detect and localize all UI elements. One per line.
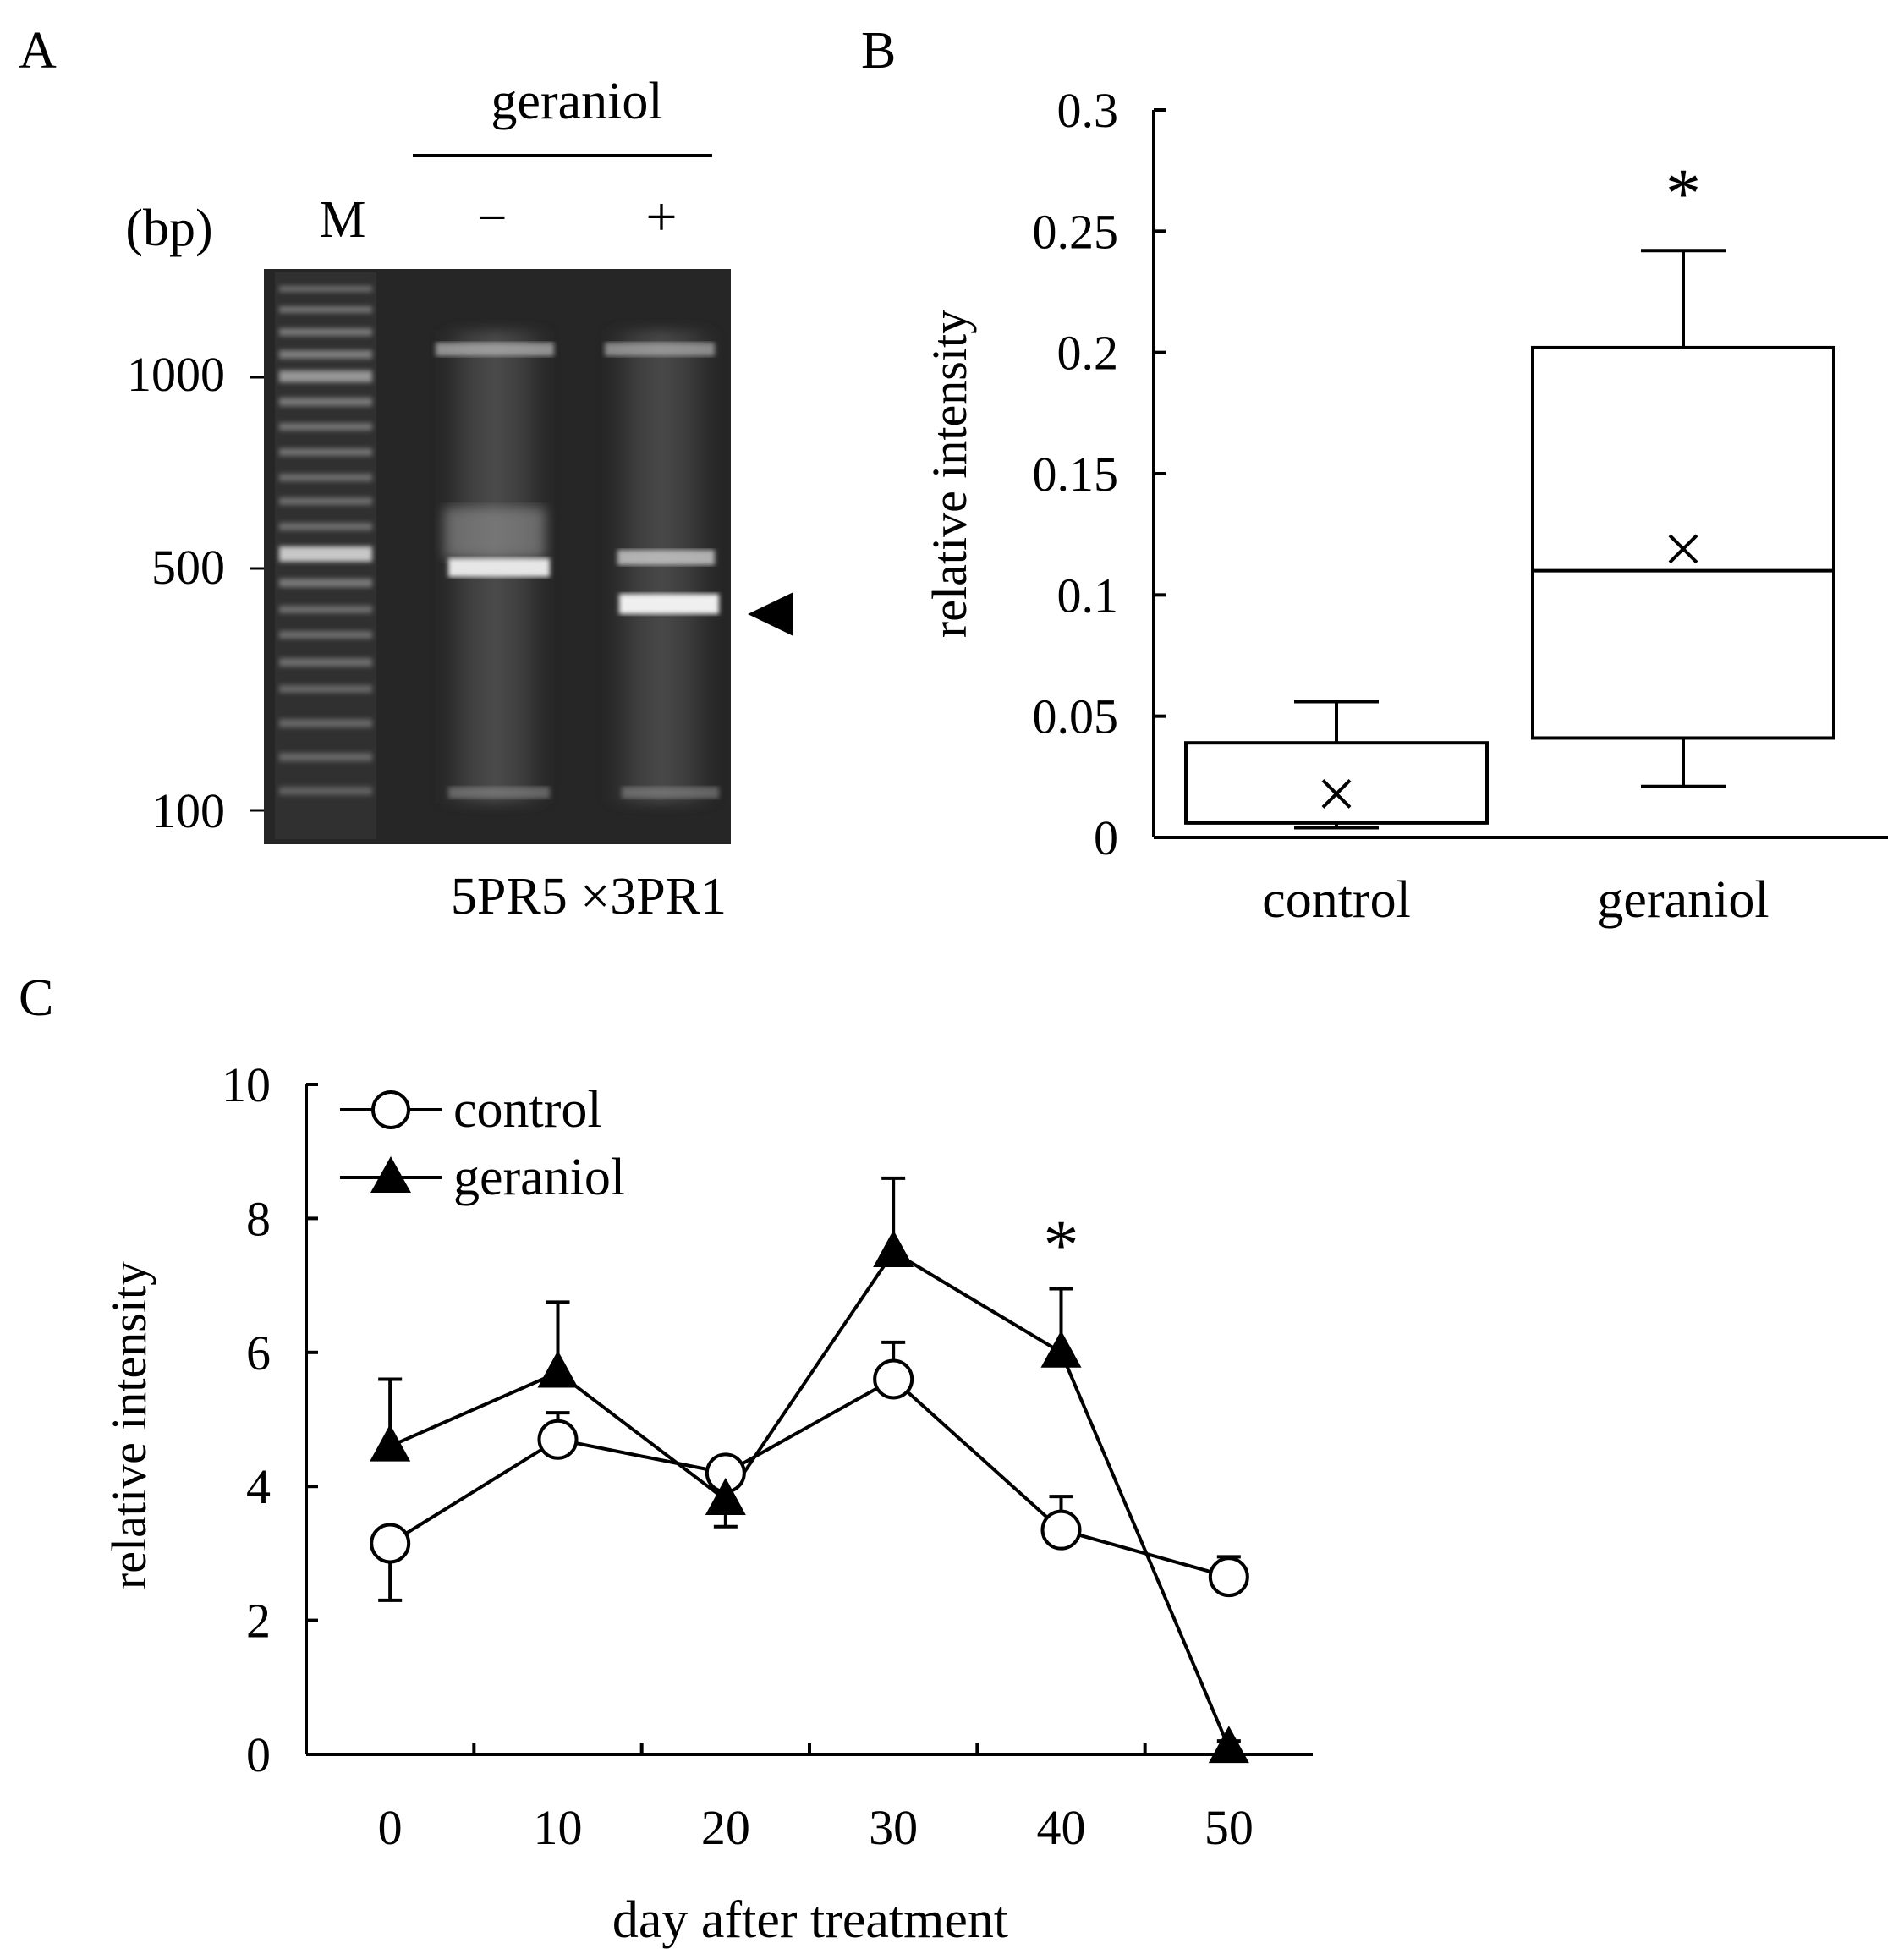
c-x-axis-label: day after treatment (612, 1891, 1008, 1949)
legend-control-marker (371, 1090, 410, 1129)
c-x-tick-labels: 0 10 20 30 40 50 (378, 1800, 1254, 1855)
point-geraniol (1208, 1726, 1249, 1764)
box-control (1184, 700, 1489, 830)
b-significance-asterisk: * (1665, 154, 1701, 233)
point-geraniol (370, 1424, 411, 1462)
c-ytick-4: 8 (246, 1191, 271, 1246)
point-geraniol (537, 1350, 579, 1388)
panel-a-label: A (19, 22, 57, 80)
series-control-line (389, 1377, 1230, 1579)
gel-image (264, 269, 731, 844)
b-y-axis-label: relative intensity (922, 310, 977, 638)
panel-c-label: C (19, 969, 53, 1027)
point-geraniol (873, 1230, 914, 1267)
c-xtick-0: 0 (378, 1800, 403, 1855)
b-ytick-0: 0 (1094, 810, 1118, 865)
legend-geraniol-marker (370, 1156, 411, 1193)
c-ytick-1: 2 (246, 1594, 271, 1649)
point-control (873, 1358, 914, 1400)
c-xtick-2: 20 (701, 1800, 750, 1855)
size-marker-1000: 1000 (127, 347, 225, 402)
box-mean-marker (1321, 778, 1352, 809)
b-category-control: control (1262, 871, 1411, 929)
point-geraniol (705, 1478, 746, 1516)
c-xtick-3: 30 (869, 1800, 918, 1855)
c-ytick-3: 6 (246, 1326, 271, 1380)
box-iqr-rect (1184, 741, 1489, 825)
point-control (1040, 1509, 1082, 1551)
box-geraniol (1531, 249, 1835, 788)
band-arrowhead-icon (748, 592, 793, 636)
size-marker-100: 100 (151, 783, 225, 838)
mean-x-stroke (1668, 534, 1698, 564)
b-axes (1152, 108, 1888, 839)
b-y-tick-labels: 0 0.05 0.1 0.15 0.2 0.25 0.3 (1033, 83, 1119, 865)
b-ytick-4: 0.2 (1057, 326, 1119, 381)
point-control (1208, 1556, 1249, 1598)
point-control (537, 1419, 579, 1460)
panel-b: B relative intensity 0 0.05 0.1 0.15 0.2… (861, 22, 1888, 929)
markers-geraniol (370, 1230, 1249, 1764)
c-axes (305, 1083, 1313, 1756)
gel-caption: 5PR5 ×3PR1 (451, 868, 727, 925)
legend-control-label: control (453, 1081, 602, 1139)
c-series (370, 1176, 1249, 1764)
marker-ladder-bands (279, 286, 372, 795)
b-ytick-2: 0.1 (1057, 568, 1119, 623)
c-xtick-4: 40 (1037, 1800, 1086, 1855)
series-geraniol (378, 1176, 1241, 1748)
c-ytick-2: 4 (246, 1459, 271, 1514)
b-boxes (1184, 249, 1835, 830)
lane-label-marker: M (319, 191, 365, 249)
c-y-tick-labels: 0 2 4 6 8 10 (222, 1057, 271, 1782)
lane-label-plus: + (645, 186, 677, 248)
b-category-geraniol: geraniol (1597, 871, 1769, 929)
point-geraniol (1040, 1330, 1082, 1368)
bp-unit-label: (bp) (125, 200, 212, 257)
b-ytick-5: 0.25 (1033, 204, 1119, 259)
markers-control (370, 1358, 1249, 1598)
point-control (370, 1523, 411, 1564)
c-ytick-5: 10 (222, 1057, 271, 1112)
b-ytick-1: 0.05 (1033, 689, 1119, 744)
size-marker-500: 500 (151, 540, 225, 595)
legend-geraniol-label: geraniol (453, 1149, 625, 1206)
panel-a: A geraniol (bp) M − + (19, 22, 793, 925)
c-legend: control geraniol (340, 1081, 625, 1206)
box-mean-marker (1668, 534, 1698, 564)
mean-x-stroke (1321, 778, 1352, 809)
b-ytick-6: 0.3 (1057, 83, 1119, 138)
panel-b-label: B (861, 22, 896, 80)
box-iqr-rect (1531, 345, 1835, 740)
gel-header-geraniol: geraniol (491, 73, 662, 130)
c-xtick-5: 50 (1204, 1800, 1254, 1855)
c-ytick-0: 0 (246, 1727, 271, 1782)
lane-label-minus: − (478, 189, 508, 247)
c-significance-asterisk: * (1044, 1206, 1079, 1285)
c-y-axis-label: relative intensity (102, 1261, 156, 1589)
c-xtick-1: 10 (534, 1800, 583, 1855)
b-ytick-3: 0.15 (1033, 447, 1119, 502)
panel-c: C relative intensity 0 2 4 6 8 10 0 10 2… (19, 969, 1313, 1949)
series-geraniol-line (389, 1249, 1231, 1748)
